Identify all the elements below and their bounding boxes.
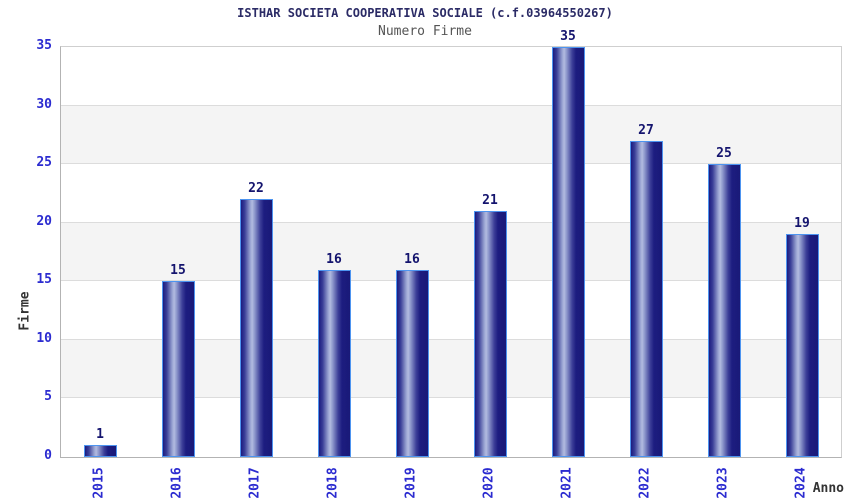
gridline — [61, 104, 841, 106]
gridline — [61, 280, 841, 282]
plot-band — [61, 105, 841, 165]
y-tick-label: 15 — [36, 272, 52, 288]
gridline — [61, 221, 841, 223]
plot-area: Firme 1 15 22 16 16 21 35 27 25 19 — [18, 29, 842, 458]
bar-2017 — [239, 199, 273, 457]
bar-value-label: 22 — [248, 181, 264, 197]
bar-2023 — [707, 164, 741, 457]
bar-value-label: 35 — [560, 29, 576, 44]
gridline — [61, 163, 841, 165]
bar-2019 — [395, 269, 429, 457]
y-tick-label: 5 — [44, 389, 52, 405]
bar-value-label: 16 — [404, 251, 420, 267]
bar-2018 — [317, 269, 351, 457]
bar-value-label: 1 — [96, 427, 104, 443]
bar-value-label: 21 — [482, 193, 498, 208]
bar-2021 — [551, 47, 585, 457]
chart-subtitle: Numero Firme — [378, 24, 472, 39]
y-tick-label: 25 — [36, 155, 52, 171]
gridline — [61, 397, 841, 399]
bar-2020 — [473, 211, 507, 457]
y-tick-label: 0 — [44, 448, 52, 463]
y-tick-label: 10 — [36, 330, 52, 346]
y-tick-label: 30 — [36, 96, 52, 112]
bar-2016 — [161, 281, 195, 457]
y-tick-label: 35 — [36, 38, 52, 53]
gridline — [61, 338, 841, 340]
chart-title: ISTHAR SOCIETA COOPERATIVA SOCIALE (c.f.… — [237, 6, 613, 20]
bar-value-label: 25 — [716, 146, 732, 162]
bar-value-label: 19 — [794, 216, 810, 232]
plot-band — [61, 47, 841, 106]
bar-value-label: 16 — [326, 251, 342, 267]
x-axis-title: Anno — [812, 481, 844, 496]
bar-2024 — [785, 234, 819, 457]
bar-value-label: 27 — [638, 122, 654, 138]
y-tick-label: 20 — [36, 213, 52, 229]
bar-2015 — [83, 445, 117, 457]
y-axis-title-text: Firme — [17, 291, 33, 331]
bar-2022 — [629, 140, 663, 457]
bar-value-label: 15 — [170, 263, 186, 279]
